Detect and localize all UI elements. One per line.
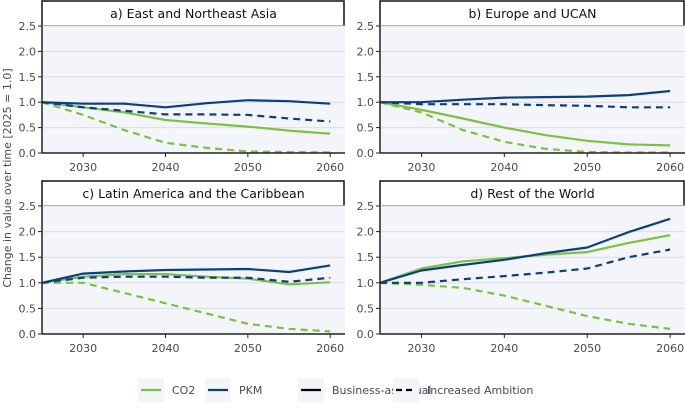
plot-background [380, 26, 685, 153]
y-tick-label: 2.5 [357, 200, 375, 213]
y-tick-label: 1.5 [19, 71, 37, 84]
x-tick-label: 2060 [656, 161, 684, 174]
y-tick-label: 0.0 [357, 328, 375, 341]
panel-c: c) Latin America and the Caribbean 0.0 0.5… [19, 181, 346, 355]
y-tick-label: 1.5 [357, 71, 375, 84]
x-tick-label: 2050 [573, 161, 601, 174]
y-tick-label: 2.0 [19, 45, 37, 58]
y-tick-label: 0.0 [19, 147, 37, 160]
y-tick-label: 0.5 [357, 122, 375, 135]
y-axis-label: Change in value over time [2025 = 1.0] [1, 68, 14, 287]
y-tick-label: 2.0 [357, 226, 375, 239]
panel-title: a) East and Northeast Asia [110, 6, 277, 21]
y-tick-label: 1.5 [357, 251, 375, 264]
x-tick-label: 2040 [490, 161, 518, 174]
panel-title: c) Latin America and the Caribbean [82, 186, 304, 201]
legend-label: CO2 [172, 384, 195, 397]
x-tick-label: 2030 [407, 342, 435, 355]
panel-b: b) Europe and UCAN 0.0 0.5 1.0 1.5 2.0 2.5 2030… [357, 1, 685, 174]
x-tick-label: 2040 [490, 342, 518, 355]
y-tick-label: 1.0 [19, 96, 37, 109]
y-tick-label: 0.5 [357, 302, 375, 315]
panel-d: d) Rest of the World 0.0 0.5 1.0 1.5 2.0 2.5 20… [357, 181, 685, 355]
y-tick-label: 0.5 [19, 302, 37, 315]
y-tick-label: 2.0 [357, 45, 375, 58]
y-tick-label: 1.0 [357, 96, 375, 109]
y-tick-label: 1.0 [357, 277, 375, 290]
y-tick-label: 2.0 [19, 226, 37, 239]
y-tick-label: 0.0 [19, 328, 37, 341]
x-tick-label: 2050 [234, 161, 262, 174]
x-tick-label: 2060 [316, 161, 344, 174]
legend-label: PKM [239, 384, 262, 397]
legend-label: Increased Ambition [427, 384, 533, 397]
panel-a: a) East and Northeast Asia 0.0 0.5 1.0 1.5 2.… [19, 1, 346, 174]
y-tick-label: 1.0 [19, 277, 37, 290]
panel-title: d) Rest of the World [470, 186, 594, 201]
panel-title: b) Europe and UCAN [469, 6, 597, 21]
y-tick-label: 0.5 [19, 122, 37, 135]
x-tick-label: 2060 [656, 342, 684, 355]
y-tick-label: 2.5 [19, 20, 37, 33]
y-tick-label: 0.0 [357, 147, 375, 160]
x-tick-label: 2050 [573, 342, 601, 355]
y-tick-label: 2.5 [357, 20, 375, 33]
x-tick-label: 2040 [152, 161, 180, 174]
x-tick-label: 2040 [152, 342, 180, 355]
x-tick-label: 2060 [316, 342, 344, 355]
x-tick-label: 2030 [69, 161, 97, 174]
legend-item-pkm: PKM [205, 378, 262, 402]
x-tick-label: 2030 [69, 342, 97, 355]
legend-item-increased-ambition: Increased Ambition [393, 378, 533, 402]
x-tick-label: 2050 [234, 342, 262, 355]
y-tick-label: 2.5 [19, 200, 37, 213]
plot-background [42, 26, 345, 153]
x-tick-label: 2030 [407, 161, 435, 174]
legend-item-co2: CO2 [138, 378, 195, 402]
y-tick-label: 1.5 [19, 251, 37, 264]
